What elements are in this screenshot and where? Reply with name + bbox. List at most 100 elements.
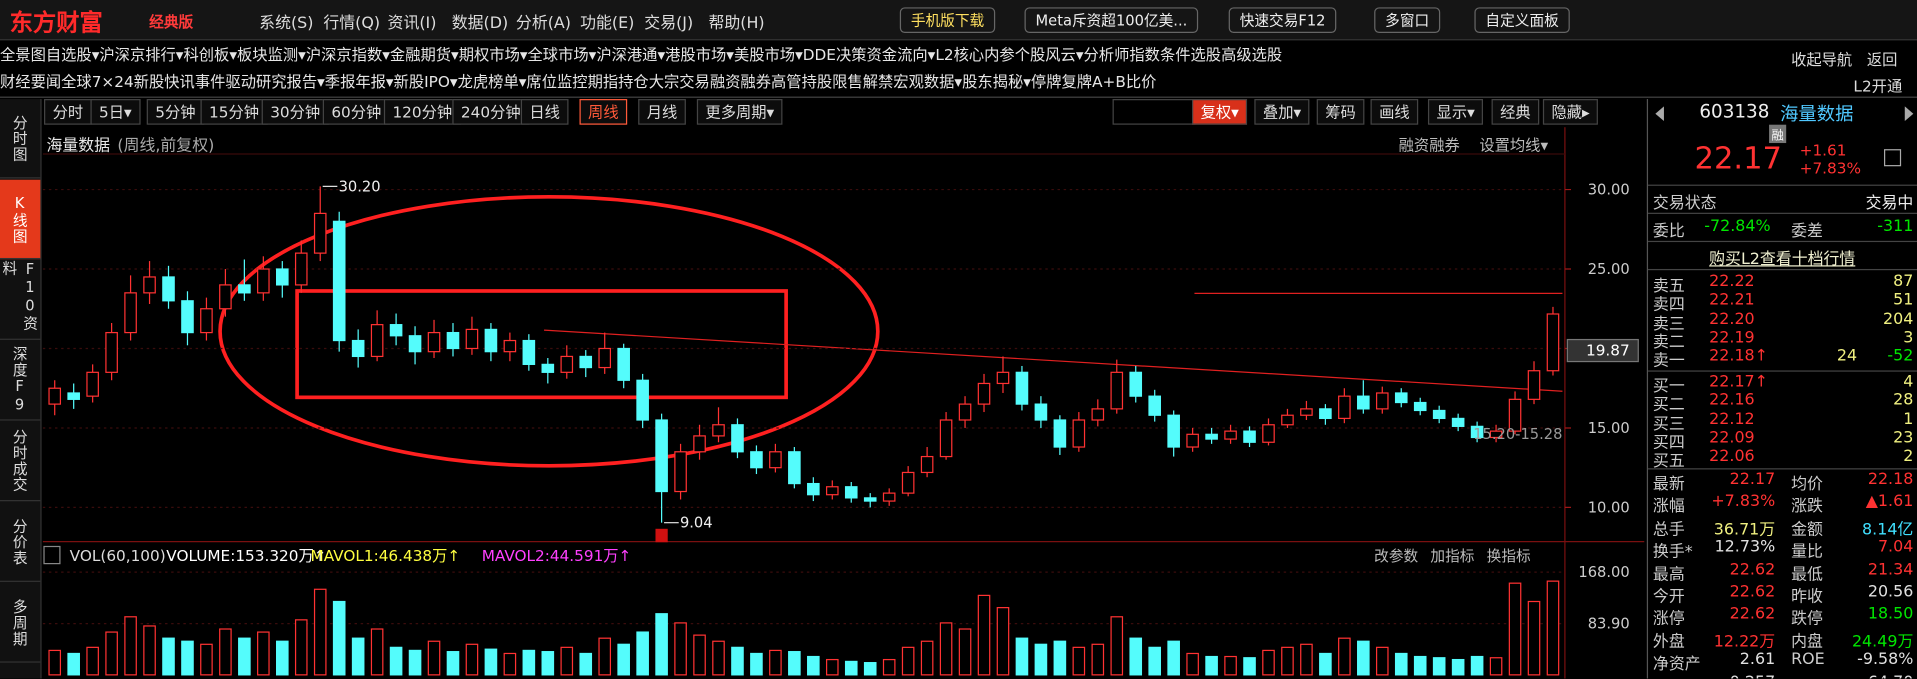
nav-item[interactable]: 条件选股 — [1159, 45, 1222, 64]
period-button[interactable]: 更多周期▾ — [696, 99, 783, 125]
side-tab[interactable]: 分时成交 — [0, 422, 41, 502]
period-button[interactable]: 240分钟 — [452, 99, 530, 125]
menu-item: 分析(A) — [515, 14, 572, 34]
nav-item[interactable]: 自选股▾ — [45, 45, 100, 64]
volume-bar — [598, 637, 612, 676]
tool-button[interactable]: 叠加▾ — [1254, 99, 1310, 125]
nav-item[interactable]: 研究报告▾ — [255, 72, 325, 91]
period-button[interactable]: 5日▾ — [90, 99, 141, 125]
side-tab[interactable]: K线图 — [0, 179, 41, 260]
candle-body — [67, 392, 80, 400]
side-tab[interactable]: 分价表 — [0, 502, 41, 582]
nav-item[interactable]: 沪深京排行▾ — [99, 45, 184, 64]
kline-chart: 30.0025.0020.0015.0010.0030.209.0415.20-… — [42, 127, 1645, 679]
period-button[interactable]: 120分钟 — [383, 99, 461, 125]
nav-item[interactable]: 龙虎榜单▾ — [457, 72, 527, 91]
level-price: 22.19 — [1709, 328, 1755, 348]
toolbar-button[interactable]: Meta斥资超100亿美... — [1024, 7, 1199, 34]
candle-body — [1394, 392, 1408, 404]
period-button[interactable]: 日线 — [520, 99, 569, 125]
nav-item[interactable]: 新股快讯 — [133, 72, 195, 91]
period-button[interactable]: 5分钟 — [146, 99, 205, 125]
nav-item[interactable]: L2开通 — [1853, 77, 1903, 96]
prev-arrow — [1655, 106, 1664, 122]
level-price: 22.16 — [1709, 391, 1755, 410]
level-label: 买二 — [1652, 396, 1685, 415]
trend-line — [544, 329, 1563, 392]
stat-value: ▲1.61 — [1865, 493, 1914, 512]
volume-bar — [276, 640, 289, 676]
nav-item[interactable]: 全球市场▾ — [527, 45, 597, 64]
nav-item[interactable]: 宏观数据▾ — [893, 72, 963, 91]
nav-item[interactable]: DDE决策 — [802, 45, 867, 64]
nav-item[interactable]: 资金流向▾ — [866, 45, 936, 64]
tool-button[interactable]: 显示▾ — [1427, 99, 1484, 125]
volume-link[interactable]: 加指标 — [1430, 548, 1474, 565]
nav-item[interactable]: 席位监控 — [526, 72, 588, 91]
nav-item[interactable]: 收起导航 — [1791, 50, 1853, 69]
side-tab[interactable]: F10资料 — [0, 260, 41, 340]
chart-link[interactable]: 设置均线▾ — [1479, 135, 1549, 155]
nav-item[interactable]: A+B比价 — [1092, 72, 1157, 91]
nav-item[interactable]: 科创板▾ — [183, 45, 238, 64]
toolbar-button[interactable]: 自定义面板 — [1474, 7, 1570, 34]
side-tab[interactable]: 分时图 — [0, 99, 41, 179]
nav-item[interactable]: 财经要闻 — [0, 72, 62, 91]
level-volume: 23 — [1893, 428, 1914, 448]
side-tab[interactable]: 多周期 — [0, 583, 41, 663]
period-button[interactable]: 15分钟 — [200, 99, 268, 125]
nav-item[interactable]: 港股市场▾ — [665, 45, 734, 64]
nav-item[interactable]: 沪深港通▾ — [596, 45, 666, 64]
nav-item[interactable]: 分析师指数 — [1083, 45, 1160, 64]
l2-link[interactable]: 购买L2查看十档行情 — [1709, 250, 1856, 269]
tool-button[interactable]: 画线 — [1370, 99, 1419, 125]
candle-body — [1205, 433, 1218, 440]
period-button[interactable]: 周线 — [579, 99, 628, 125]
side-tab[interactable]: 深度F9 — [0, 341, 41, 421]
candle-body — [750, 451, 763, 469]
volume-link[interactable]: 换指标 — [1487, 548, 1531, 565]
period-button[interactable]: 30分钟 — [261, 99, 329, 125]
tool-button[interactable]: 筹码 — [1316, 99, 1365, 125]
volume-bar — [1451, 658, 1465, 676]
period-button[interactable]: 分时 — [44, 99, 92, 125]
tool-button[interactable]: 复权▾ — [1192, 99, 1248, 125]
nav-item[interactable]: 个股风云▾ — [1014, 45, 1084, 64]
toolbar-button[interactable]: 多窗口 — [1374, 7, 1441, 34]
level-label: 卖三 — [1652, 314, 1685, 334]
nav-item[interactable]: 大宗交易 — [648, 72, 710, 91]
candle-body — [825, 486, 839, 496]
nav-item[interactable]: 股东揭秘▾ — [962, 72, 1031, 91]
volume-link[interactable]: 改参数 — [1374, 548, 1418, 565]
nav-item[interactable]: 高级选股 — [1221, 45, 1283, 64]
volume-legend: VOL(60,100) — [70, 547, 166, 565]
nav-item[interactable]: 金融期货▾ — [389, 45, 459, 64]
nav-item[interactable]: 事件驱动 — [194, 72, 256, 91]
nav-item[interactable]: L2核心内参 — [935, 45, 1015, 64]
toolbar-button[interactable]: 快速交易F12 — [1228, 7, 1337, 34]
nav-item[interactable]: 全景图 — [0, 45, 46, 64]
nav-item[interactable]: 板块监测▾ — [237, 45, 306, 64]
tool-button[interactable]: 隐藏▸ — [1542, 99, 1599, 125]
tool-button[interactable]: 经典 — [1491, 99, 1540, 125]
status-value: 交易中 — [1865, 194, 1914, 213]
candle-body — [1015, 371, 1029, 405]
nav-item[interactable]: 融资融券 — [709, 72, 772, 91]
nav-item[interactable]: 停牌复牌 — [1030, 72, 1093, 91]
nav-item[interactable]: 沪深京指数▾ — [305, 45, 390, 64]
nav-item[interactable]: 期权市场▾ — [458, 45, 528, 64]
period-button[interactable]: 60分钟 — [322, 99, 390, 125]
nav-item[interactable]: 季报年报▾ — [324, 72, 394, 91]
volume-bar — [1072, 646, 1086, 676]
nav-item[interactable]: 全球7×24 — [61, 72, 134, 91]
nav-item[interactable]: 期指持仓 — [587, 72, 649, 91]
period-button[interactable]: 月线 — [638, 99, 686, 125]
nav-item[interactable]: 高管持股 — [771, 72, 833, 91]
stat-value: 21.34 — [1867, 560, 1914, 580]
nav-item[interactable]: 美股市场▾ — [733, 45, 803, 64]
nav-item[interactable]: 返回 — [1866, 50, 1898, 69]
toolbar-button[interactable]: 手机版下载 — [899, 7, 996, 34]
nav-item[interactable]: 限售解禁 — [832, 72, 894, 91]
chart-link[interactable]: 融资融券 — [1398, 135, 1460, 155]
nav-item[interactable]: 新股IPO▾ — [393, 72, 458, 91]
